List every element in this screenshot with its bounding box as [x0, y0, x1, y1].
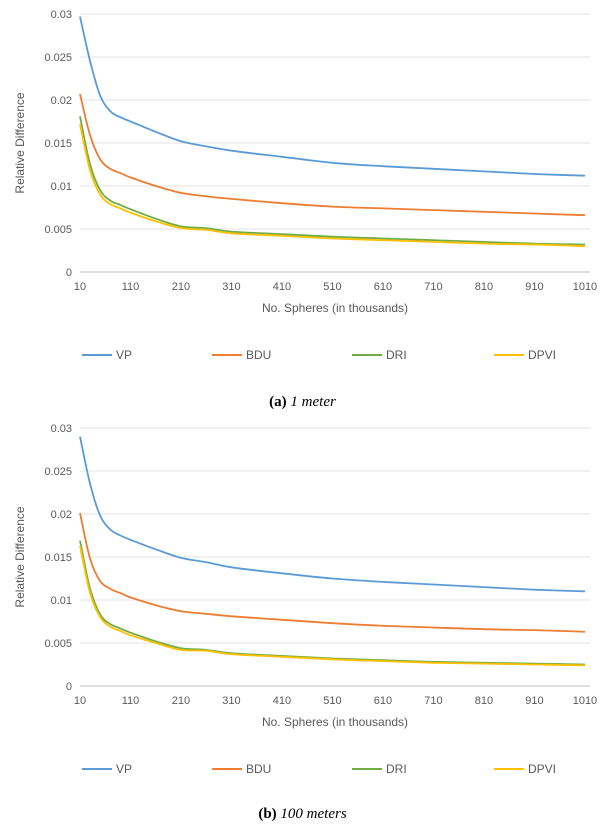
- y-tick-label: 0.02: [51, 509, 72, 521]
- legend-label-bdu: BDU: [246, 762, 271, 776]
- y-tick-label: 0.015: [44, 552, 72, 564]
- legend-label-dri: DRI: [386, 762, 407, 776]
- y-tick-label: 0: [66, 267, 72, 279]
- y-tick-label: 0.005: [44, 638, 72, 650]
- legend-label-dpvi: DPVI: [528, 762, 556, 776]
- y-axis-title: Relative Difference: [13, 92, 27, 193]
- chart-panel-a: 0 0.005 0.01 0.015 0.02 0.025 0.03 10 110 210 310 4…: [0, 9, 605, 411]
- x-tick-label: 310: [222, 695, 240, 707]
- x-tick-label: 810: [475, 281, 493, 293]
- legend-label-dri: DRI: [386, 348, 407, 362]
- x-tick-label: 210: [172, 695, 190, 707]
- x-tick-label: 610: [374, 281, 392, 293]
- series-line-vp: [79, 16, 586, 177]
- legend-label-vp: VP: [116, 348, 132, 362]
- x-tick-label: 610: [374, 695, 392, 707]
- caption-b-label: (b): [258, 806, 277, 822]
- caption-b-text: 100 meters: [280, 806, 347, 822]
- x-tick-label: 710: [424, 695, 442, 707]
- x-tick-label: 510: [323, 281, 341, 293]
- x-tick-label: 810: [475, 695, 493, 707]
- y-axis-title: Relative Difference: [13, 506, 27, 607]
- x-tick-label: 710: [424, 281, 442, 293]
- legend-label-bdu: BDU: [246, 348, 271, 362]
- x-axis-title: No. Spheres (in thousands): [262, 715, 408, 729]
- x-tick-label: 110: [122, 281, 140, 293]
- y-tick-label: 0.03: [51, 9, 72, 21]
- y-tick-label: 0.025: [44, 52, 72, 64]
- x-tick-label: 210: [172, 281, 190, 293]
- caption-a-text: 1 meter: [290, 394, 336, 410]
- x-tick-label: 410: [273, 695, 291, 707]
- y-tick-label: 0.03: [51, 423, 72, 435]
- y-tick-label: 0.015: [44, 138, 72, 150]
- y-tick-label: 0.02: [51, 95, 72, 107]
- legend-label-dpvi: DPVI: [528, 348, 556, 362]
- chart-a: 0 0.005 0.01 0.015 0.02 0.025 0.03 10 110 210 310 4…: [13, 9, 597, 362]
- series-line-bdu: [79, 93, 586, 217]
- x-tick-label: 910: [525, 695, 543, 707]
- x-tick-label: 1010: [573, 695, 597, 707]
- x-axis-title: No. Spheres (in thousands): [262, 301, 408, 315]
- y-tick-label: 0.01: [51, 181, 72, 193]
- series-line-dri: [79, 540, 586, 666]
- y-tick-label: 0.025: [44, 466, 72, 478]
- x-tick-label: 10: [74, 695, 86, 707]
- y-tick-label: 0.005: [44, 224, 72, 236]
- x-tick-label: 1010: [573, 281, 597, 293]
- chart-b: 0 0.005 0.01 0.015 0.02 0.025 0.03 10 110 210 310 4…: [13, 423, 597, 776]
- x-tick-label: 910: [525, 281, 543, 293]
- caption-a: (a) 1 meter: [0, 394, 605, 411]
- x-tick-label: 10: [74, 281, 86, 293]
- x-tick-label: 310: [222, 281, 240, 293]
- x-tick-label: 410: [273, 281, 291, 293]
- series-line-vp: [79, 436, 586, 593]
- caption-a-label: (a): [269, 394, 287, 410]
- caption-b: (b) 100 meters: [0, 806, 605, 823]
- legend-label-vp: VP: [116, 762, 132, 776]
- chart-panel-b: 0 0.005 0.01 0.015 0.02 0.025 0.03 10 110 210 310 4…: [0, 414, 605, 828]
- y-tick-label: 0: [66, 681, 72, 693]
- y-tick-label: 0.01: [51, 595, 72, 607]
- x-tick-label: 110: [122, 695, 140, 707]
- x-tick-label: 510: [323, 695, 341, 707]
- series-line-dpvi: [79, 545, 586, 667]
- series-line-dri: [79, 116, 586, 246]
- series-line-dpvi: [79, 123, 586, 248]
- series-line-bdu: [79, 512, 586, 633]
